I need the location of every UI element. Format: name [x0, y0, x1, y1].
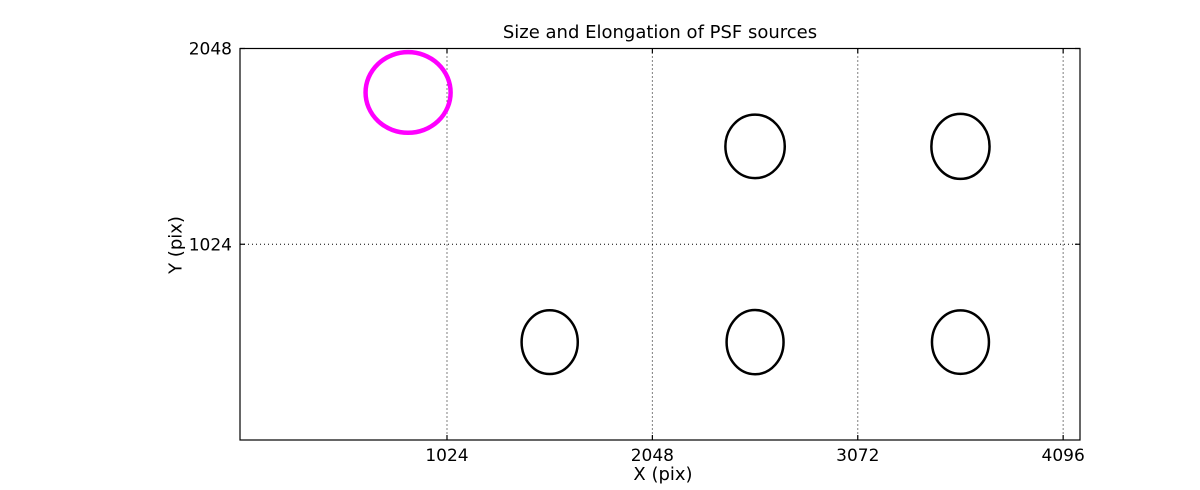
psf-source-ellipse-3 [520, 308, 580, 376]
x-tick-label-4096: 4096 [1042, 446, 1085, 466]
x-tick-label-1024: 1024 [425, 446, 468, 466]
x-axis-label: X (pix) [633, 464, 693, 485]
plot-title: Size and Elongation of PSF sources [502, 22, 818, 43]
psf-source-ellipse-0 [363, 49, 453, 136]
psf-source-ellipse-1 [724, 113, 787, 180]
psf-source-ellipse-4 [725, 308, 785, 376]
x-tick-label-2048: 2048 [631, 446, 674, 466]
psf-source-ellipse-2 [930, 112, 991, 181]
x-tick-label-3072: 3072 [836, 446, 879, 466]
y-tick-label-2048: 2048 [189, 40, 232, 60]
y-tick-label-1024: 1024 [189, 235, 232, 255]
psf-source-ellipse-5 [930, 309, 991, 376]
